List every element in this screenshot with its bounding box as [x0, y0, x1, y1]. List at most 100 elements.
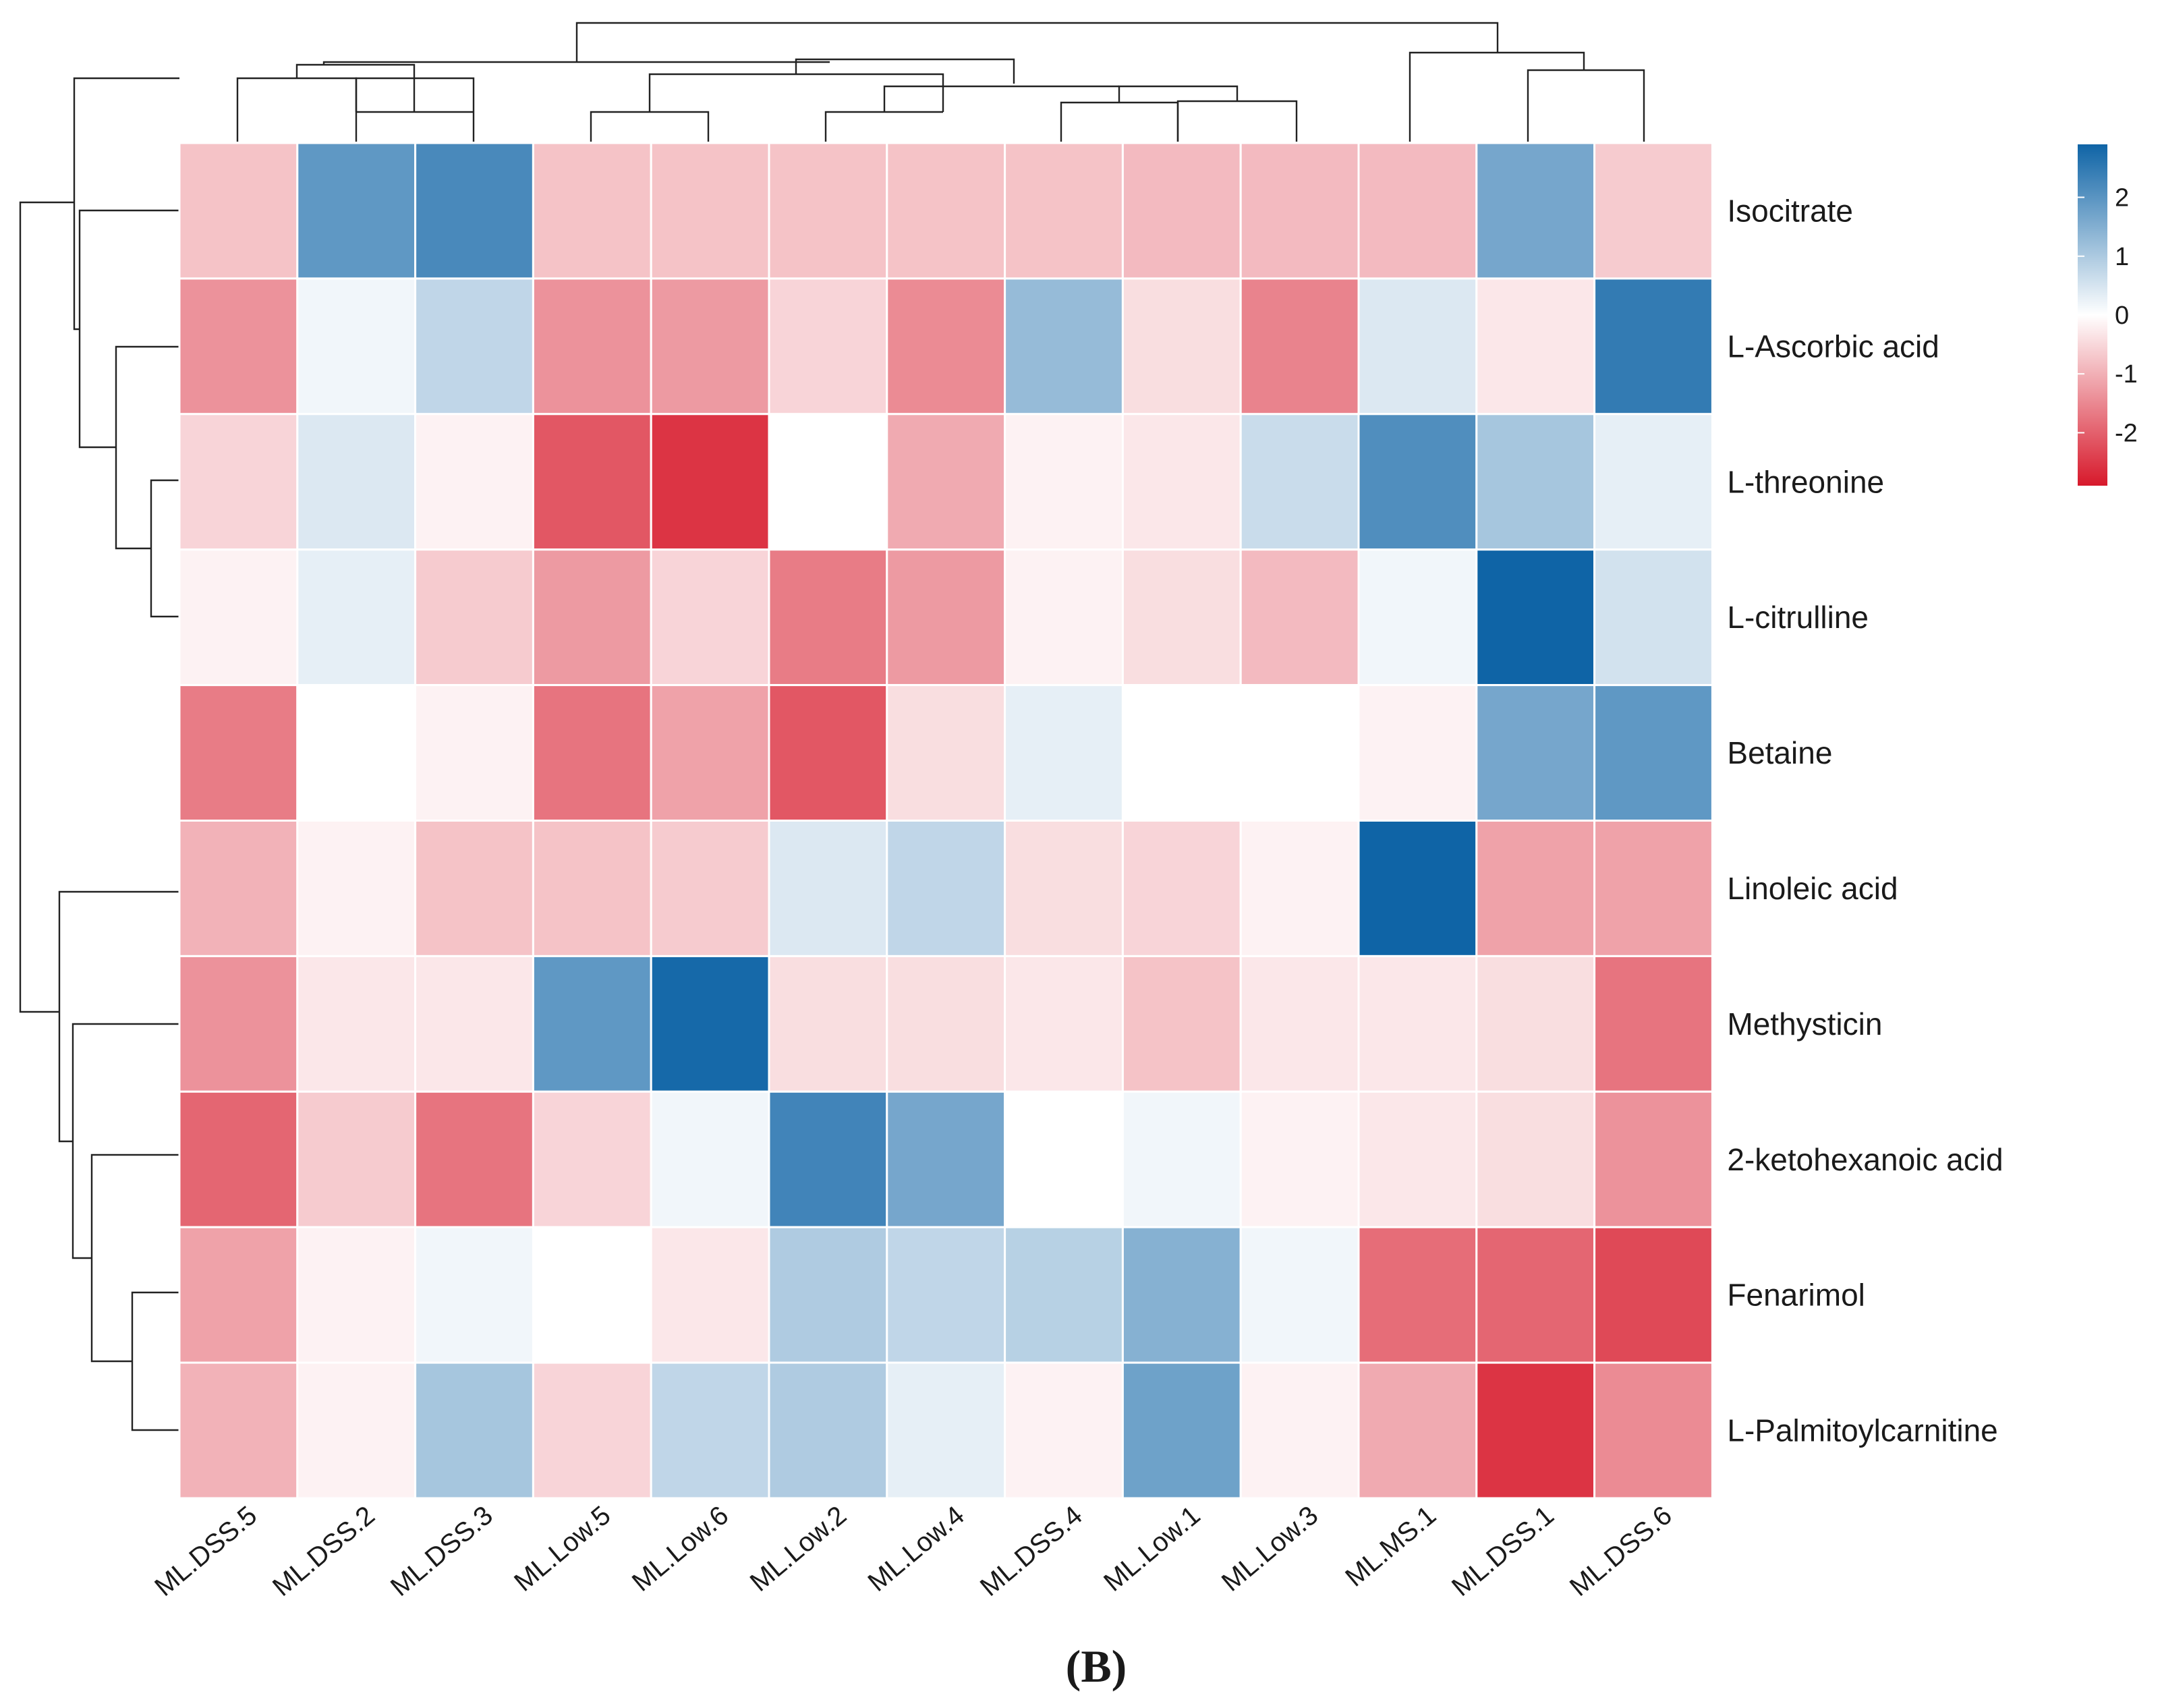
row-label: 2-ketohexanoic acid [1727, 1142, 2003, 1177]
heatmap-cell [1004, 277, 1124, 416]
heatmap-cell [1239, 955, 1360, 1093]
heatmap-cell [1121, 413, 1242, 551]
column-label: ML.DSS.6 [1564, 1500, 1678, 1602]
column-label: ML.DSS.5 [149, 1500, 262, 1602]
heatmap-cell [1121, 684, 1242, 822]
heatmap-cell [178, 548, 299, 687]
heatmap-cell [296, 1090, 417, 1228]
heatmap-cell [768, 277, 888, 416]
heatmap-cell [886, 820, 1006, 957]
heatmap-cell [886, 955, 1006, 1093]
heatmap-cell [178, 413, 299, 551]
heatmap-cell [296, 548, 417, 687]
heatmap-cell [1239, 413, 1360, 551]
column-label: ML.Low.1 [1098, 1500, 1205, 1597]
heatmap-cell [1357, 1090, 1478, 1228]
heatmap-cell [1475, 142, 1596, 280]
heatmap-cell [296, 820, 417, 957]
heatmap-cell [532, 1090, 652, 1228]
heatmap-cell [886, 1226, 1006, 1364]
heatmap-cell [1121, 955, 1242, 1093]
legend-tick-label: 1 [2115, 243, 2129, 271]
heatmap-cell [768, 1361, 888, 1500]
heatmap-cell [1239, 277, 1360, 416]
heatmap-cell [178, 277, 299, 416]
heatmap-cell [1475, 277, 1596, 416]
heatmap-cell [532, 955, 652, 1093]
column-dendrogram [236, 22, 1645, 142]
heatmap-cell [650, 820, 770, 957]
heatmap-cell [1357, 277, 1478, 416]
heatmap-cell [1357, 955, 1478, 1093]
column-labels: ML.DSS.5 ML.DSS.2 ML.DSS.3 ML.Low.5 ML.Low.6… [149, 1500, 1678, 1602]
heatmap-cell [296, 142, 417, 280]
heatmap-cell [768, 955, 888, 1093]
heatmap-cell [532, 1361, 652, 1500]
heatmap-cell [886, 1090, 1006, 1228]
heatmap-cell [532, 277, 652, 416]
column-label: ML.DSS.3 [385, 1500, 499, 1602]
heatmap-cell [1121, 1226, 1242, 1364]
heatmap-cell [1357, 413, 1478, 551]
heatmap-cell [768, 1226, 888, 1364]
heatmap-cell [1239, 820, 1360, 957]
heatmap-cell [414, 684, 534, 822]
heatmap-cell [768, 684, 888, 822]
legend-tick-label: -2 [2115, 420, 2138, 448]
column-label: ML.MS.1 [1340, 1500, 1442, 1593]
heatmap-cell [532, 142, 652, 280]
color-legend: 2 1 0 -1 -2 [2078, 144, 2138, 486]
row-labels: Isocitrate L-Ascorbic acid L-threonine L-ci… [1727, 193, 2003, 1448]
row-label: L-citrulline [1727, 600, 1869, 635]
heatmap-cell [532, 684, 652, 822]
heatmap-cell [1239, 142, 1360, 280]
heatmap-cell [296, 277, 417, 416]
row-label: L-threonine [1727, 464, 1884, 499]
heatmap-cell [414, 277, 534, 416]
heatmap-cell [1593, 1226, 1713, 1364]
heatmap-cell [768, 548, 888, 687]
heatmap-cell [1239, 684, 1360, 822]
heatmap-cell [1475, 1226, 1596, 1364]
heatmap-cell [1121, 142, 1242, 280]
heatmap-cell [886, 1361, 1006, 1500]
row-label: Isocitrate [1727, 193, 1853, 228]
column-label: ML.DSS.4 [975, 1500, 1088, 1602]
heatmap-cell [1357, 820, 1478, 957]
heatmap-cell [768, 1090, 888, 1228]
heatmap-cell [768, 413, 888, 551]
heatmap-cell [1593, 820, 1713, 957]
heatmap-cell [768, 142, 888, 280]
heatmap-cell [178, 684, 299, 822]
row-label: L-Ascorbic acid [1727, 329, 1939, 364]
heatmap-cell [1475, 820, 1596, 957]
heatmap-cell [414, 1361, 534, 1500]
heatmap-cell [1004, 1090, 1124, 1228]
heatmap-cell [1475, 1090, 1596, 1228]
heatmap-cell [1475, 684, 1596, 822]
heatmap-cell [532, 548, 652, 687]
heatmap-cell [178, 1090, 299, 1228]
heatmap-cell [1239, 1226, 1360, 1364]
heatmap-cell [296, 413, 417, 551]
heatmap-cell [1121, 277, 1242, 416]
heatmap-cell [1121, 548, 1242, 687]
heatmap-cell [532, 413, 652, 551]
heatmap-cell [1475, 1361, 1596, 1500]
heatmap-cell [532, 820, 652, 957]
heatmap-cell [650, 277, 770, 416]
heatmap-cell [1239, 548, 1360, 687]
heatmap-cell [886, 413, 1006, 551]
heatmap-cell [1357, 1361, 1478, 1500]
heatmap-cell [178, 1361, 299, 1500]
heatmap-cell [178, 955, 299, 1093]
heatmap-cell [1357, 684, 1478, 822]
legend-tick-label: -1 [2115, 360, 2138, 389]
row-dendrogram [19, 77, 179, 1431]
row-label: Methysticin [1727, 1006, 1882, 1042]
heatmap-cell [886, 142, 1006, 280]
column-label: ML.Low.6 [627, 1500, 734, 1597]
heatmap-cell [886, 548, 1006, 687]
heatmap-cells [178, 142, 1713, 1500]
heatmap-cell [414, 1226, 534, 1364]
